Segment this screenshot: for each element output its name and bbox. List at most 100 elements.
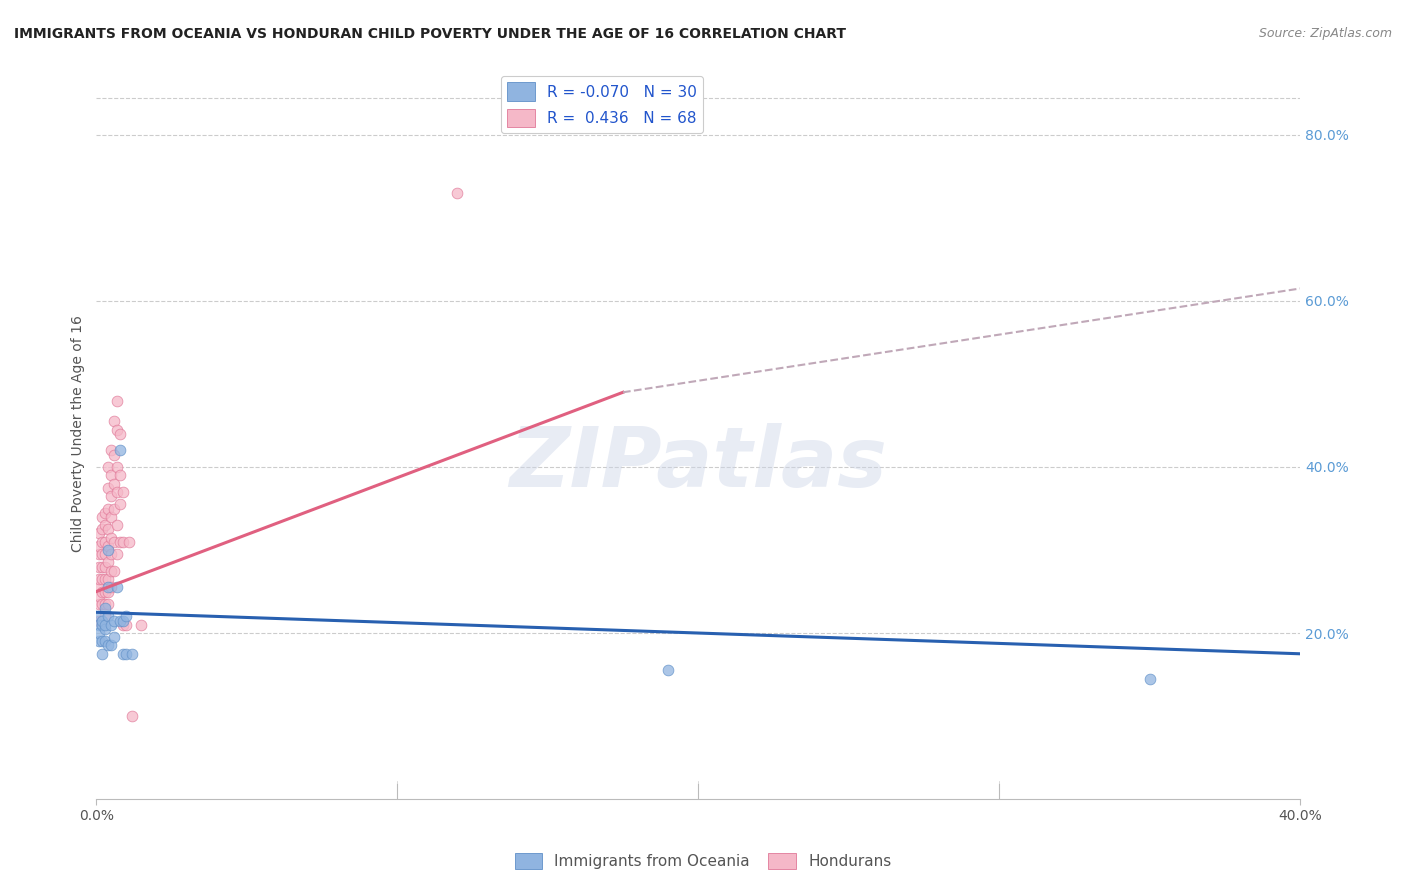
Point [91, 572, 114, 586]
Point [657, 664, 679, 678]
Point [89, 634, 111, 648]
Point [107, 547, 129, 561]
Point [110, 497, 132, 511]
Point [121, 647, 143, 661]
Point [103, 448, 125, 462]
Point [97, 460, 120, 475]
Point [103, 534, 125, 549]
Point [110, 534, 132, 549]
Point [89, 572, 111, 586]
Point [103, 564, 125, 578]
Point [89, 539, 111, 553]
Point [100, 509, 122, 524]
Point [97, 584, 120, 599]
Point [94, 634, 117, 648]
Point [107, 484, 129, 499]
Point [103, 476, 125, 491]
Point [94, 622, 117, 636]
Point [100, 531, 122, 545]
Point [100, 547, 122, 561]
Point [97, 522, 120, 536]
Point [110, 468, 132, 483]
Point [91, 647, 114, 661]
Point [89, 559, 111, 574]
Point [94, 617, 117, 632]
Point [110, 426, 132, 441]
Point [89, 526, 111, 541]
Point [91, 559, 114, 574]
Point [94, 506, 117, 520]
Point [89, 580, 111, 594]
Point [115, 647, 138, 661]
Point [97, 580, 120, 594]
Point [97, 597, 120, 611]
Point [94, 559, 117, 574]
Point [112, 614, 135, 628]
Point [89, 589, 111, 603]
Point [107, 393, 129, 408]
Point [97, 539, 120, 553]
Point [89, 617, 111, 632]
Point [91, 617, 114, 632]
Point [94, 597, 117, 611]
Point [112, 484, 135, 499]
Point [94, 601, 117, 615]
Point [97, 639, 120, 653]
Legend: Immigrants from Oceania, Hondurans: Immigrants from Oceania, Hondurans [509, 847, 897, 875]
Point [91, 597, 114, 611]
Point [107, 580, 129, 594]
Point [91, 534, 114, 549]
Text: ZIPatlas: ZIPatlas [509, 423, 887, 503]
Point [97, 481, 120, 495]
Point [112, 534, 135, 549]
Point [100, 617, 122, 632]
Point [110, 614, 132, 628]
Point [100, 443, 122, 458]
Point [97, 556, 120, 570]
Point [89, 609, 111, 624]
Point [91, 584, 114, 599]
Point [121, 709, 143, 723]
Point [89, 597, 111, 611]
Point [94, 518, 117, 533]
Point [91, 547, 114, 561]
Point [91, 614, 114, 628]
Point [107, 423, 129, 437]
Point [97, 572, 120, 586]
Point [103, 414, 125, 428]
Point [103, 501, 125, 516]
Point [97, 543, 120, 558]
Point [91, 509, 114, 524]
Point [94, 584, 117, 599]
Point [89, 547, 111, 561]
Point [94, 572, 117, 586]
Point [89, 614, 111, 628]
Text: IMMIGRANTS FROM OCEANIA VS HONDURAN CHILD POVERTY UNDER THE AGE OF 16 CORRELATIO: IMMIGRANTS FROM OCEANIA VS HONDURAN CHIL… [14, 27, 846, 41]
Point [97, 501, 120, 516]
Point [115, 617, 138, 632]
Point [103, 614, 125, 628]
Point [107, 460, 129, 475]
Point [107, 518, 129, 533]
Point [118, 534, 141, 549]
Point [1139, 672, 1161, 686]
Y-axis label: Child Poverty Under the Age of 16: Child Poverty Under the Age of 16 [72, 316, 86, 552]
Point [446, 186, 468, 200]
Point [91, 634, 114, 648]
Legend: R = -0.070   N = 30, R =  0.436   N = 68: R = -0.070 N = 30, R = 0.436 N = 68 [501, 76, 703, 133]
Point [100, 564, 122, 578]
Point [100, 489, 122, 503]
Point [100, 468, 122, 483]
Text: Source: ZipAtlas.com: Source: ZipAtlas.com [1258, 27, 1392, 40]
Point [112, 617, 135, 632]
Point [94, 609, 117, 624]
Point [112, 647, 135, 661]
Point [100, 639, 122, 653]
Point [91, 522, 114, 536]
Point [103, 630, 125, 644]
Point [100, 580, 122, 594]
Point [89, 626, 111, 640]
Point [94, 534, 117, 549]
Point [115, 609, 138, 624]
Point [110, 443, 132, 458]
